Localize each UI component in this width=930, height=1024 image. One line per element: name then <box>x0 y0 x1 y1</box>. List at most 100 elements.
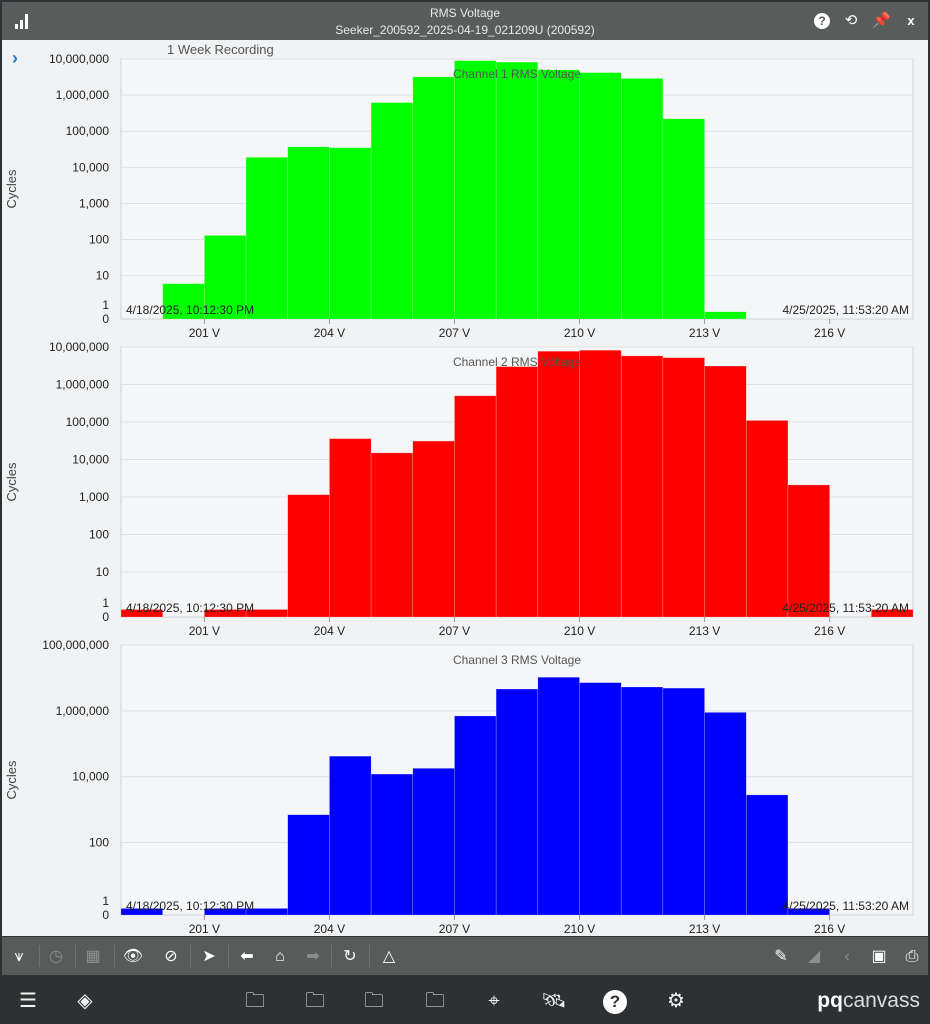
x-tick-label: 210 V <box>564 326 595 340</box>
y-tick-label: 100 <box>89 528 109 542</box>
back-icon[interactable]: ⬅ <box>240 948 254 965</box>
x-tick-label: 210 V <box>564 624 595 638</box>
y-tick-label: 100 <box>89 233 109 247</box>
home-icon[interactable]: ⌂ <box>275 948 285 965</box>
y-tick-label: 0 <box>102 908 109 922</box>
histogram-bar <box>370 773 414 916</box>
histogram-bar <box>329 438 372 618</box>
histogram-bar <box>620 355 664 618</box>
clock-icon[interactable]: ◷ <box>49 948 63 965</box>
share-icon[interactable]: ‹ <box>844 948 850 965</box>
x-tick-label: 201 V <box>189 326 220 340</box>
y-tick-label: 1 <box>102 298 109 312</box>
title-bar: RMS Voltage Seeker_200592_2025-04-19_021… <box>2 2 928 40</box>
expand-sidebar-button[interactable]: › <box>12 48 18 68</box>
x-tick-label: 204 V <box>314 624 345 638</box>
histogram-bar <box>537 676 580 916</box>
y-tick-label: 0 <box>102 312 109 326</box>
x-tick-label: 204 V <box>314 326 345 340</box>
print-icon[interactable]: ⎙ <box>905 948 919 965</box>
menu-icon[interactable]: ☰ <box>19 990 37 1012</box>
histogram-bar <box>370 102 414 320</box>
end-time-label: 4/25/2025, 11:53:20 AM <box>782 899 909 913</box>
help-icon[interactable]: ? <box>602 988 628 1014</box>
histogram-bar <box>537 69 580 320</box>
histogram-bar <box>204 235 247 320</box>
pointer-icon[interactable]: ➤ <box>202 948 216 965</box>
x-tick-label: 213 V <box>689 624 720 638</box>
x-tick-label: 216 V <box>814 624 845 638</box>
histogram-bar <box>704 712 747 916</box>
settings-icon[interactable]: ⚙ <box>667 990 685 1012</box>
y-tick-label: 10,000 <box>72 770 109 784</box>
histogram-bar <box>120 908 163 916</box>
histogram-bar <box>287 814 330 916</box>
histogram-bar <box>871 609 914 618</box>
histogram-bar <box>162 283 205 320</box>
histogram-bar <box>329 755 372 916</box>
histogram-bar <box>412 440 455 618</box>
histogram-bar <box>454 60 497 320</box>
histogram-bar <box>579 349 622 618</box>
add-trend-icon[interactable]: ⩛ <box>14 948 24 965</box>
end-time-label: 4/25/2025, 11:53:20 AM <box>782 601 909 615</box>
histogram-bar <box>454 395 497 618</box>
location-icon[interactable]: ⌖ <box>488 990 500 1012</box>
chart-toolbar: ⩛ ◷ ▦ 👁 ⊘ ➤ ⬅ ⌂ ➡ ↻ △ ✎ ◢ ‹ ▣ ⎙ <box>2 937 928 975</box>
pin-icon[interactable]: 📌 <box>872 12 891 29</box>
recordings-folder-icon[interactable]: 🗀 <box>305 990 325 1012</box>
x-tick-label: 210 V <box>564 922 595 936</box>
histogram-bar <box>495 366 539 618</box>
add-marker-icon[interactable]: ◢ <box>807 948 821 965</box>
y-tick-label: 10,000 <box>72 160 109 174</box>
y-tick-label: 100,000 <box>66 415 110 429</box>
chart-title: Channel 1 RMS Voltage <box>453 67 581 81</box>
history-icon[interactable]: ⟲ <box>844 12 858 29</box>
histogram-bar <box>287 494 330 618</box>
y-tick-label: 10,000 <box>72 453 109 467</box>
y-tick-label: 100,000,000 <box>42 638 109 652</box>
y-tick-label: 10 <box>96 565 110 579</box>
histogram-bar <box>704 311 747 320</box>
save-icon[interactable]: ▣ <box>871 948 887 965</box>
histogram-bar <box>495 61 539 320</box>
histogram-bar <box>329 147 372 320</box>
table-icon[interactable]: ▦ <box>85 948 101 965</box>
close-button[interactable]: x <box>907 13 915 28</box>
hide-icon[interactable]: ⊘ <box>164 948 178 965</box>
satellite-icon[interactable]: 🛰 <box>541 990 567 1012</box>
x-tick-label: 213 V <box>689 922 720 936</box>
layers-icon[interactable]: ◈ <box>77 990 93 1012</box>
refresh-icon[interactable]: ↻ <box>343 948 357 965</box>
y-tick-label: 10,000,000 <box>49 340 109 354</box>
charts-panel: › 1 Week Recording 0 1 10 100 1,000 10,000 100… <box>2 40 928 936</box>
y-tick-label: 1 <box>102 894 109 908</box>
x-tick-label: 216 V <box>814 326 845 340</box>
y-tick-label: 100,000 <box>66 124 110 138</box>
histogram-bar <box>662 357 705 618</box>
histogram-bar <box>287 146 330 320</box>
bar-chart-icon <box>15 14 28 29</box>
histogram-bar <box>745 794 789 916</box>
pencil-icon[interactable]: ✎ <box>774 948 788 965</box>
histogram-bar <box>245 156 289 320</box>
help-icon[interactable]: ? <box>813 12 831 30</box>
trends-folder-icon[interactable]: 🗀 <box>364 990 384 1012</box>
show-annotations-icon[interactable]: 👁 <box>122 948 144 965</box>
y-tick-label: 10,000,000 <box>49 52 109 66</box>
delta-icon[interactable]: △ <box>382 948 396 965</box>
y-tick-label: 100 <box>89 836 109 850</box>
histogram-bar <box>704 365 747 618</box>
end-time-label: 4/25/2025, 11:53:20 AM <box>782 303 909 317</box>
events-folder-icon[interactable]: 🗀 <box>245 990 265 1012</box>
histogram-bar <box>412 76 455 320</box>
histogram-bar <box>537 350 580 618</box>
forward-icon[interactable]: ➡ <box>306 948 320 965</box>
y-tick-label: 1,000,000 <box>56 378 110 392</box>
reports-folder-icon[interactable]: 🗀 <box>425 990 445 1012</box>
histogram-bar <box>620 686 664 916</box>
y-tick-label: 0 <box>102 610 109 624</box>
histogram-charts: 01101001,00010,000100,0001,000,00010,000… <box>4 52 914 936</box>
y-axis-label: Cycles <box>4 169 19 209</box>
start-time-label: 4/18/2025, 10:12:30 PM <box>126 303 254 317</box>
